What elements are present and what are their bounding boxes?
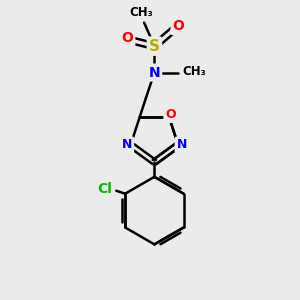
- Text: S: S: [149, 39, 160, 54]
- Text: N: N: [176, 138, 187, 152]
- Text: O: O: [172, 19, 184, 33]
- Text: Cl: Cl: [97, 182, 112, 196]
- Text: N: N: [122, 138, 132, 152]
- Text: CH₃: CH₃: [129, 6, 153, 19]
- Text: O: O: [122, 31, 133, 45]
- Text: O: O: [165, 108, 176, 121]
- Text: CH₃: CH₃: [182, 64, 206, 78]
- Text: N: N: [148, 66, 160, 80]
